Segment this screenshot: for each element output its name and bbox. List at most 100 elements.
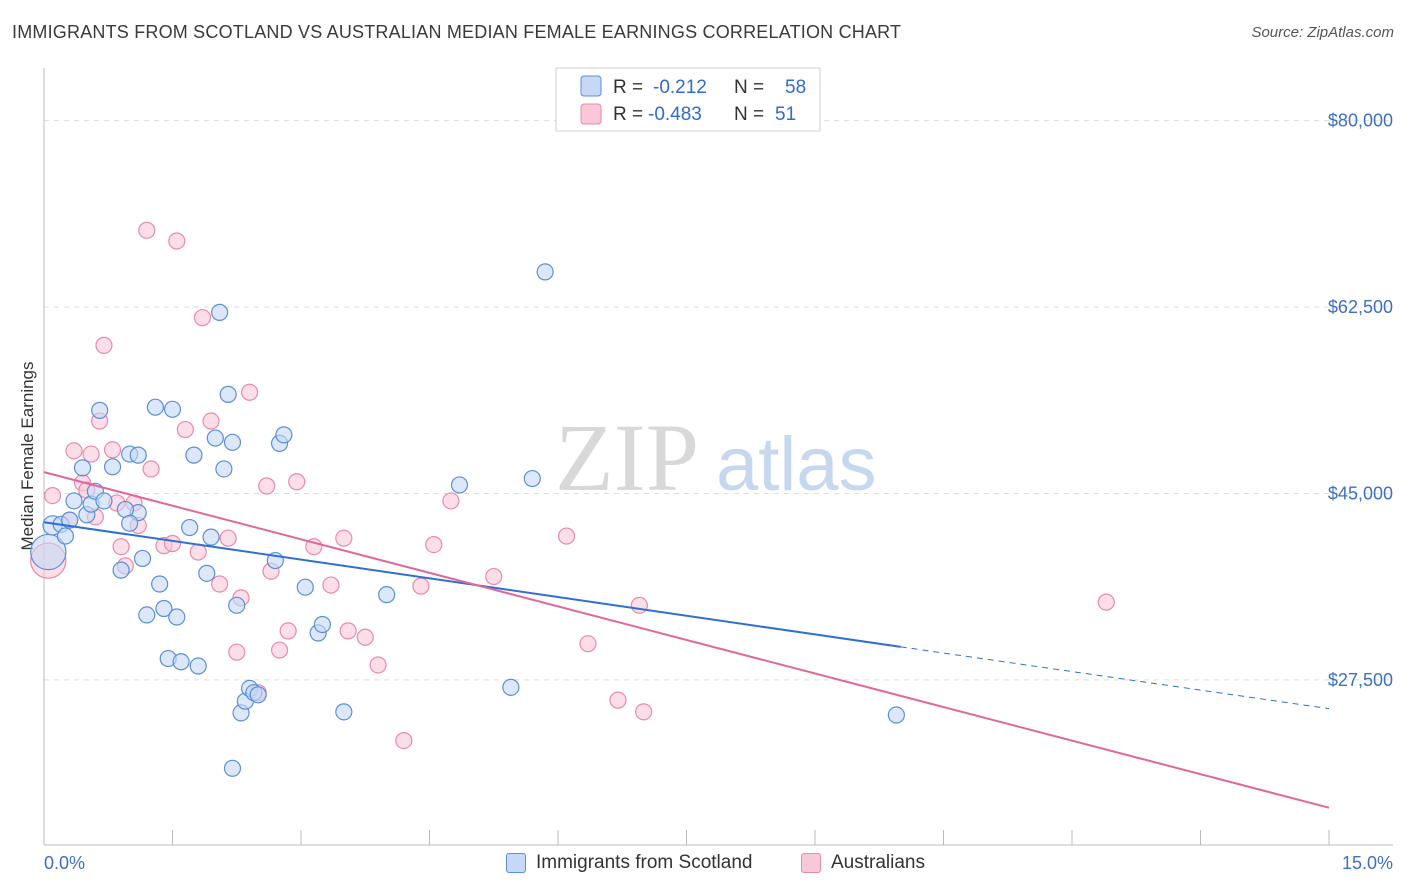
scotland-trend-extension: [900, 646, 1330, 710]
series-legend: Immigrants from Scotland Australians: [0, 852, 1406, 880]
scotland-point-18: [121, 514, 139, 532]
chart-source: Source: ZipAtlas.com: [1251, 24, 1394, 41]
series-label-australians: Australians: [831, 852, 925, 873]
scotland-point-38: [223, 759, 242, 777]
x-tick-label-max: 15.0%: [1342, 853, 1393, 873]
scotland-point-50: [313, 615, 332, 634]
australians-point-33: [270, 641, 289, 659]
scotland-point-20: [138, 606, 156, 624]
scotland-point-6: [73, 459, 92, 477]
scotland-point-16: [133, 549, 152, 568]
scotland-point-51: [335, 703, 353, 721]
australians-point-16: [138, 221, 156, 239]
x-tick-label-min: 0.0%: [44, 853, 85, 873]
scotland-point-35: [215, 460, 233, 478]
scotland-point-22: [151, 575, 169, 593]
australians-point-26: [219, 529, 237, 547]
australians-trend-line: [43, 471, 1330, 809]
legend-r-value-2: -0.483: [648, 104, 702, 125]
scotland-point-37: [223, 433, 242, 451]
australians-point-44: [425, 535, 443, 554]
scotland-point-25: [163, 400, 182, 418]
australians-point-40: [356, 628, 374, 646]
australians-point-27: [228, 643, 246, 661]
australians-point-46: [485, 567, 503, 586]
australians-point-34: [279, 622, 297, 640]
y-tick-label-3: $80,000: [1328, 111, 1393, 131]
series-swatch-australians: [801, 853, 821, 873]
series-legend-australians[interactable]: Australians: [801, 852, 925, 874]
scotland-point-27: [172, 653, 190, 671]
x-tick-labels: 0.0% 15.0%: [44, 853, 1393, 873]
scotland-point-29: [185, 446, 203, 464]
scotland-point-13: [112, 561, 130, 579]
scotland-point-55: [523, 469, 541, 488]
australians-point-12: [112, 538, 130, 556]
scotland-point-5: [65, 492, 83, 510]
australians-point-20: [168, 232, 186, 250]
australians-point-1: [43, 486, 62, 505]
watermark-atlas: atlas: [716, 422, 877, 507]
australians-point-51: [635, 703, 653, 721]
scotland-points: [30, 263, 905, 777]
x-ticks: [172, 830, 1330, 845]
scotland-point-33: [206, 429, 224, 447]
scotland-point-23: [155, 599, 173, 618]
legend-n-value-1: 58: [785, 77, 806, 98]
scotland-point-36: [219, 385, 237, 403]
australians-point-29: [241, 383, 259, 401]
australians-point-21: [176, 420, 194, 439]
y-tick-label-1: $45,000: [1328, 483, 1393, 503]
australians-point-24: [202, 412, 220, 430]
series-label-scotland: Immigrants from Scotland: [536, 852, 753, 873]
australians-point-37: [322, 576, 340, 594]
axes: [43, 68, 1393, 846]
scotland-point-3: [56, 527, 75, 545]
scotland-point-12: [103, 458, 122, 476]
trend-lines: [43, 471, 1330, 809]
australians-point-47: [557, 527, 576, 545]
scotland-point-39: [228, 596, 246, 614]
australians-point-50: [630, 596, 648, 614]
watermark: ZIP atlas: [555, 404, 877, 511]
y-tick-labels: $27,500 $45,000 $62,500 $80,000: [1328, 111, 1393, 690]
y-axis-title: Median Female Earnings: [18, 362, 37, 551]
scotland-point-52: [378, 586, 396, 604]
correlation-legend: R = -0.212 N = 58 R = -0.483 N = 51: [555, 67, 821, 132]
australians-point-31: [258, 477, 276, 495]
legend-r-label-2: R =: [613, 104, 643, 125]
scotland-point-48: [296, 578, 314, 596]
scotland-point-56: [536, 263, 554, 281]
australians-point-41: [369, 656, 387, 674]
legend-r-value-1: -0.212: [653, 77, 707, 98]
scotland-point-30: [189, 657, 207, 675]
australians-point-52: [1097, 593, 1115, 611]
scotland-point-26: [168, 608, 186, 626]
scotland-point-11: [95, 492, 113, 510]
legend-n-value-2: 51: [775, 104, 796, 125]
australians-point-6: [82, 445, 100, 463]
scotland-point-19: [129, 446, 147, 464]
y-tick-label-0: $27,500: [1328, 670, 1393, 690]
scotland-point-28: [181, 518, 199, 537]
scotland-point-31: [198, 564, 216, 582]
legend-swatch-scotland: [580, 75, 602, 97]
australians-point-19: [163, 534, 182, 553]
legend-n-label-1: N =: [734, 77, 764, 98]
australians-point-38: [335, 529, 353, 547]
australians-point-48: [579, 635, 597, 653]
scotland-point-54: [502, 678, 520, 696]
scotland-point-47: [275, 426, 293, 444]
scotland-point-44: [249, 686, 267, 704]
scotland-point-34: [211, 303, 229, 321]
australians-point-25: [211, 575, 229, 593]
australians-point-3: [65, 442, 83, 460]
scotland-point-32: [202, 528, 220, 546]
australians-point-9: [95, 336, 113, 354]
legend-r-label-1: R =: [613, 77, 643, 98]
australians-point-39: [339, 622, 357, 640]
series-swatch-scotland: [506, 853, 526, 873]
series-legend-scotland[interactable]: Immigrants from Scotland: [506, 852, 752, 874]
australians-point-45: [442, 492, 460, 510]
